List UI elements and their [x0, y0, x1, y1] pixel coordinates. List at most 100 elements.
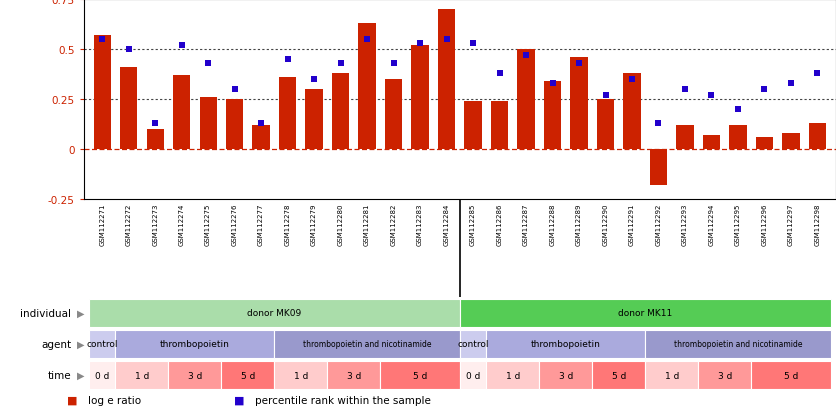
Bar	[173, 76, 191, 150]
Point	[334, 61, 347, 67]
Bar	[305, 90, 323, 150]
Point	[705, 93, 718, 99]
Bar	[460, 330, 487, 358]
Bar	[782, 134, 799, 150]
Bar	[115, 330, 274, 358]
Text: GSM112273: GSM112273	[152, 203, 158, 245]
Bar	[539, 361, 592, 389]
Text: ▶: ▶	[77, 339, 84, 349]
Bar	[592, 361, 645, 389]
Text: GSM112278: GSM112278	[284, 203, 291, 245]
Text: 0 d: 0 d	[95, 371, 110, 380]
Bar	[491, 102, 508, 150]
Text: ■: ■	[234, 395, 245, 405]
Bar	[756, 138, 773, 150]
Bar	[465, 102, 482, 150]
Point	[784, 81, 798, 87]
Text: ▶: ▶	[77, 370, 84, 380]
Point	[573, 61, 586, 67]
Text: GSM112283: GSM112283	[417, 203, 423, 245]
Text: GSM112288: GSM112288	[549, 203, 556, 245]
Bar	[487, 330, 645, 358]
Text: 1 d: 1 d	[665, 371, 679, 380]
Bar	[650, 150, 667, 186]
Point	[360, 37, 374, 43]
Point	[519, 52, 533, 59]
Text: 1 d: 1 d	[293, 371, 308, 380]
Text: GSM112280: GSM112280	[338, 203, 344, 245]
Text: GSM112285: GSM112285	[470, 203, 476, 245]
Text: GSM112292: GSM112292	[655, 203, 661, 245]
Text: GSM112293: GSM112293	[682, 203, 688, 245]
Text: control: control	[86, 339, 118, 349]
Bar	[94, 36, 110, 150]
Bar	[385, 80, 402, 150]
Point	[387, 61, 400, 67]
Text: GSM112296: GSM112296	[762, 203, 767, 245]
Bar	[645, 330, 831, 358]
Text: 0 d: 0 d	[466, 371, 480, 380]
Bar	[460, 361, 487, 389]
Text: 5 d: 5 d	[612, 371, 626, 380]
Text: percentile rank within the sample: percentile rank within the sample	[255, 395, 431, 405]
Text: donor MK09: donor MK09	[247, 309, 302, 318]
Bar	[274, 361, 328, 389]
Bar	[146, 130, 164, 150]
Bar	[115, 361, 168, 389]
Bar	[703, 136, 720, 150]
Text: control: control	[457, 339, 489, 349]
Bar	[676, 126, 694, 150]
Point	[811, 71, 824, 77]
Point	[546, 81, 559, 87]
Text: thrombopoietin and nicotinamide: thrombopoietin and nicotinamide	[303, 339, 431, 349]
Text: GSM112290: GSM112290	[603, 203, 609, 245]
Bar	[89, 361, 115, 389]
Bar	[809, 124, 826, 150]
Text: GSM112277: GSM112277	[258, 203, 264, 245]
Bar	[252, 126, 270, 150]
Text: 5 d: 5 d	[784, 371, 798, 380]
Bar	[624, 74, 640, 150]
Point	[732, 107, 745, 113]
Text: GSM112281: GSM112281	[364, 203, 370, 245]
Bar	[752, 361, 831, 389]
Point	[95, 37, 109, 43]
Point	[599, 93, 612, 99]
Bar	[222, 361, 274, 389]
Text: GSM112298: GSM112298	[814, 203, 820, 245]
Bar	[89, 299, 460, 328]
Point	[440, 37, 453, 43]
Text: time: time	[48, 370, 71, 380]
Point	[493, 71, 507, 77]
Point	[652, 121, 665, 127]
Text: GSM112274: GSM112274	[179, 203, 185, 245]
Bar	[380, 361, 460, 389]
Bar	[729, 126, 747, 150]
Text: GSM112287: GSM112287	[523, 203, 529, 245]
Bar	[359, 24, 375, 150]
Bar	[597, 100, 614, 150]
Point	[466, 40, 480, 47]
Bar	[168, 361, 222, 389]
Text: GSM112271: GSM112271	[99, 203, 105, 245]
Text: agent: agent	[41, 339, 71, 349]
Point	[625, 77, 639, 83]
Text: thrombopoietin: thrombopoietin	[531, 339, 601, 349]
Point	[281, 57, 294, 63]
Text: 3 d: 3 d	[717, 371, 732, 380]
Text: GSM112275: GSM112275	[205, 203, 212, 245]
Text: ■: ■	[67, 395, 78, 405]
Point	[175, 43, 188, 49]
Point	[308, 77, 321, 83]
Point	[678, 87, 691, 93]
Text: GSM112279: GSM112279	[311, 203, 317, 245]
Text: GSM112282: GSM112282	[390, 203, 396, 245]
Bar	[328, 361, 380, 389]
Bar	[89, 330, 115, 358]
Point	[413, 40, 426, 47]
Text: GSM112294: GSM112294	[708, 203, 715, 245]
Point	[757, 87, 771, 93]
Bar	[226, 100, 243, 150]
Text: GSM112276: GSM112276	[232, 203, 237, 245]
Bar	[279, 78, 296, 150]
